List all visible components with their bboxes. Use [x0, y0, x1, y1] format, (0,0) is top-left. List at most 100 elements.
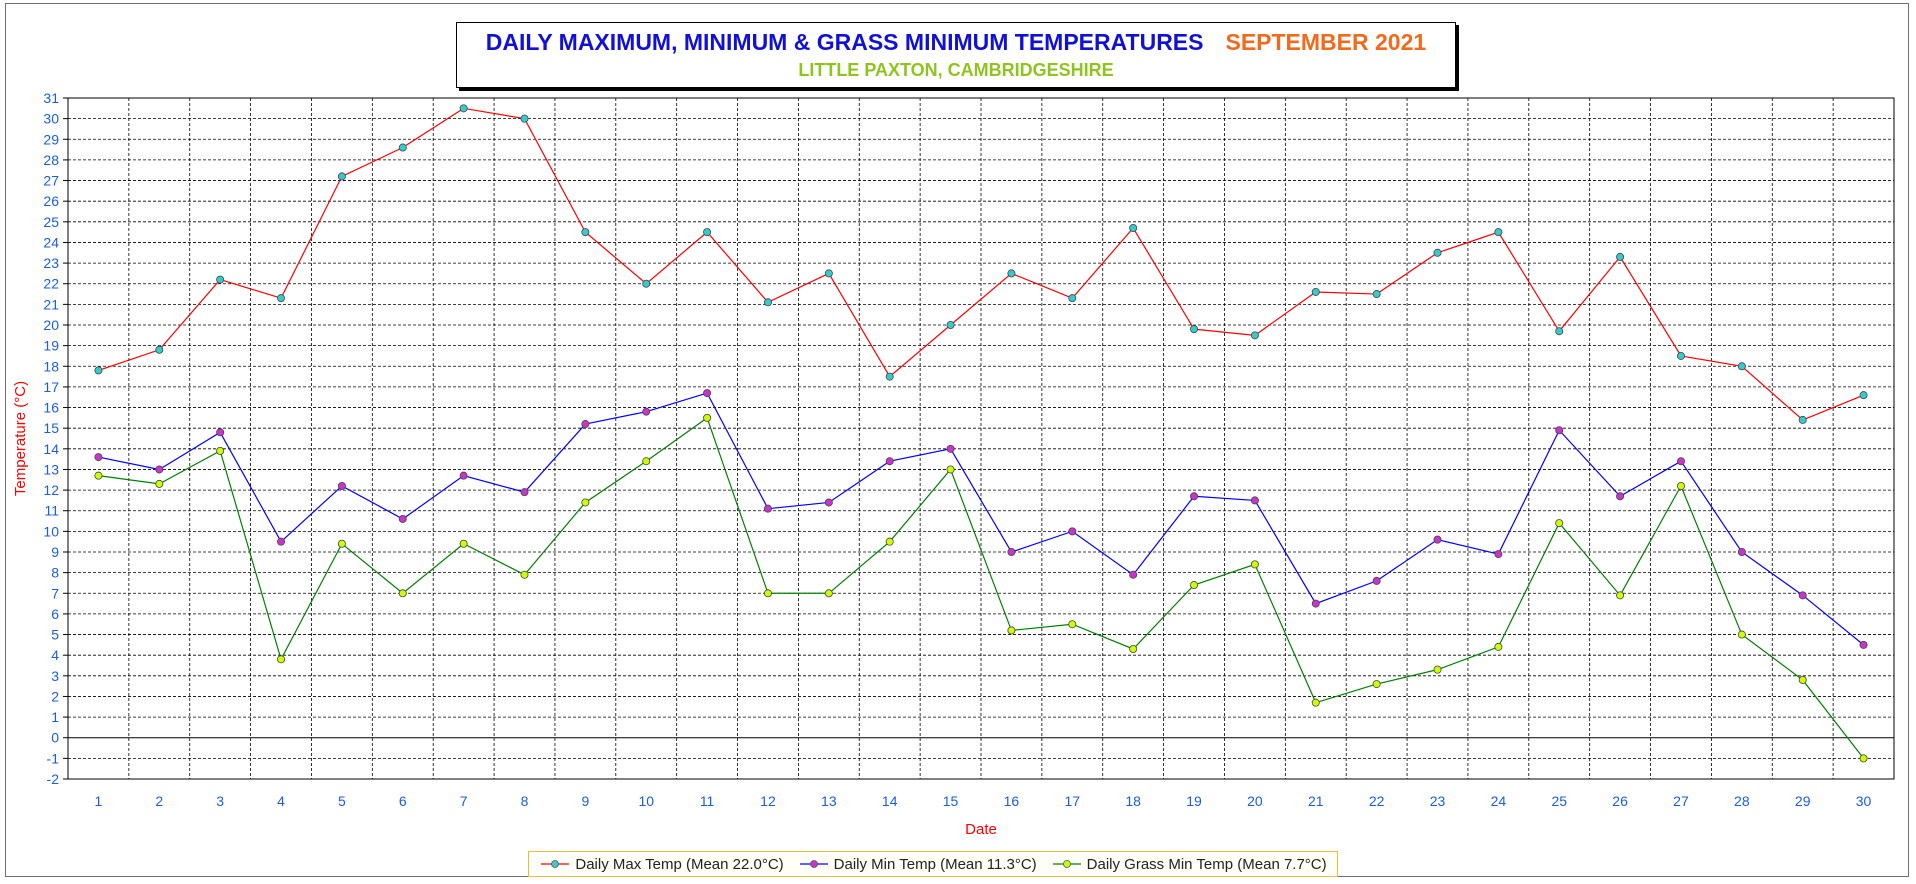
data-point-max	[216, 275, 225, 284]
data-point-min	[337, 481, 346, 490]
x-tick-label: 26	[1612, 793, 1628, 809]
y-tick-label: 11	[44, 503, 59, 519]
data-point-min	[459, 471, 468, 480]
legend-swatch-min-icon	[799, 860, 828, 868]
y-tick-label: 9	[51, 544, 59, 560]
data-point-max	[1250, 331, 1259, 340]
x-tick-label: 21	[1308, 793, 1324, 809]
data-point-min	[520, 488, 529, 497]
data-point-grass-min	[277, 655, 286, 664]
y-tick-label: 19	[43, 338, 59, 354]
x-tick-label: 10	[638, 793, 654, 809]
data-point-grass-min	[1129, 644, 1138, 653]
x-tick-label: 28	[1734, 793, 1750, 809]
data-point-grass-min	[1616, 591, 1625, 600]
data-point-max	[1433, 248, 1442, 257]
data-point-min	[1068, 527, 1077, 536]
data-point-min	[581, 420, 590, 429]
data-point-grass-min	[1372, 680, 1381, 689]
x-tick-label: 16	[1004, 793, 1020, 809]
x-tick-label: 9	[581, 793, 589, 809]
data-point-grass-min	[1676, 481, 1685, 490]
data-point-min	[1737, 548, 1746, 557]
data-point-min	[1311, 599, 1320, 608]
y-tick-label: 27	[43, 173, 59, 189]
data-point-max	[885, 372, 894, 381]
y-tick-label: 5	[51, 627, 59, 643]
data-point-max	[1555, 327, 1564, 336]
data-point-max	[1311, 287, 1320, 296]
data-point-min	[94, 453, 103, 462]
data-point-max	[1737, 362, 1746, 371]
y-tick-label: 15	[43, 420, 59, 436]
data-point-max	[1494, 228, 1503, 237]
y-tick-label: 22	[43, 276, 59, 292]
x-tick-label: 23	[1430, 793, 1446, 809]
data-point-max	[398, 143, 407, 152]
x-tick-label: 20	[1247, 793, 1263, 809]
y-tick-label: 16	[43, 400, 59, 416]
data-point-grass-min	[398, 589, 407, 598]
data-point-grass-min	[1007, 626, 1016, 635]
data-point-max	[581, 228, 590, 237]
chart-legend: Daily Max Temp (Mean 22.0°C) Daily Min T…	[528, 851, 1338, 877]
data-point-min	[703, 389, 712, 398]
y-tick-label: 13	[43, 461, 59, 477]
data-point-max	[642, 279, 651, 288]
data-point-min	[1676, 457, 1685, 466]
data-point-grass-min	[1555, 519, 1564, 528]
data-point-max	[155, 345, 164, 354]
y-tick-label: 8	[51, 565, 59, 581]
series-line-min	[98, 392, 1864, 646]
y-tick-label: 1	[51, 709, 59, 725]
legend-item-grass-min: Daily Grass Min Temp (Mean 7.7°C)	[1051, 856, 1327, 873]
data-point-min	[1798, 591, 1807, 600]
data-point-grass-min	[763, 589, 772, 598]
data-point-min	[1859, 640, 1868, 649]
data-point-max	[824, 269, 833, 278]
x-tick-label: 4	[277, 793, 285, 809]
data-point-min	[1190, 492, 1199, 501]
y-axis-title: Temperature (°C)	[12, 381, 29, 496]
x-tick-label: 18	[1125, 793, 1141, 809]
data-point-grass-min	[885, 537, 894, 546]
y-tick-label: 25	[43, 214, 59, 230]
y-tick-label: 2	[51, 688, 59, 704]
data-point-max	[94, 366, 103, 375]
x-tick-label: 22	[1369, 793, 1385, 809]
y-tick-label: 28	[43, 152, 59, 168]
legend-item-min: Daily Min Temp (Mean 11.3°C)	[798, 856, 1037, 873]
data-point-grass-min	[703, 413, 712, 422]
data-point-grass-min	[520, 570, 529, 579]
data-point-min	[155, 465, 164, 474]
chart-subtitle: LITTLE PAXTON, CAMBRIDGESHIRE	[798, 60, 1114, 80]
chart-title: DAILY MAXIMUM, MINIMUM & GRASS MINIMUM T…	[485, 29, 1204, 55]
data-point-grass-min	[459, 539, 468, 548]
x-tick-label: 8	[521, 793, 529, 809]
data-point-max	[1616, 252, 1625, 261]
x-tick-label: 15	[943, 793, 959, 809]
y-tick-label: 18	[43, 358, 59, 374]
data-point-grass-min	[581, 498, 590, 507]
y-tick-label: 26	[43, 193, 59, 209]
data-point-grass-min	[94, 471, 103, 480]
data-point-min	[824, 498, 833, 507]
x-tick-label: 1	[95, 793, 103, 809]
x-tick-label: 6	[399, 793, 407, 809]
y-tick-label: 14	[43, 441, 59, 457]
y-tick-label: 17	[43, 379, 59, 395]
data-point-max	[946, 320, 955, 329]
data-point-max	[763, 298, 772, 307]
data-point-min	[277, 537, 286, 546]
data-point-min	[1616, 492, 1625, 501]
x-tick-label: 5	[338, 793, 346, 809]
y-tick-label: 20	[43, 317, 59, 333]
data-point-max	[1190, 325, 1199, 334]
data-point-max	[337, 172, 346, 181]
x-tick-label: 19	[1186, 793, 1202, 809]
data-point-min	[1129, 570, 1138, 579]
chart-frame	[5, 3, 1909, 877]
y-tick-label: -1	[47, 750, 60, 766]
data-point-grass-min	[1068, 620, 1077, 629]
chart-title-line: DAILY MAXIMUM, MINIMUM & GRASS MINIMUM T…	[457, 29, 1455, 56]
